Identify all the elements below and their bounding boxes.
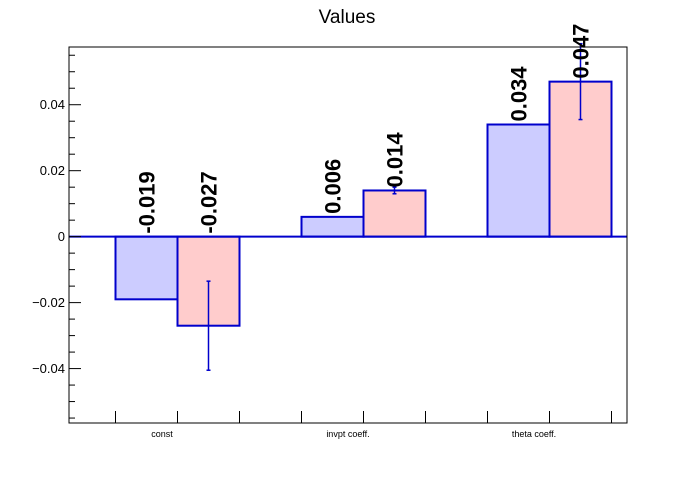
y-tick-label: −0.02 <box>32 295 65 310</box>
data-label: 0.034 <box>507 66 532 122</box>
data-label: -0.019 <box>135 171 160 233</box>
x-tick-label: const <box>151 429 173 439</box>
y-tick-label: 0.04 <box>40 97 65 112</box>
plot-frame <box>68 46 628 424</box>
data-label: 0.006 <box>321 159 346 214</box>
data-label: 0.047 <box>569 24 594 79</box>
data-label: 0.014 <box>383 132 408 188</box>
bar <box>486 123 551 238</box>
chart-title: Values <box>319 7 376 28</box>
data-label: -0.027 <box>197 171 222 233</box>
x-tick-label: invpt coeff. <box>326 429 369 439</box>
y-tick-label: 0 <box>58 229 65 244</box>
bar <box>300 215 365 238</box>
y-tick-label: 0.02 <box>40 163 65 178</box>
x-tick-label: theta coeff. <box>512 429 556 439</box>
y-tick-label: −0.04 <box>32 361 65 376</box>
bar <box>114 235 179 301</box>
value-labels-layer: -0.019 -0.027 0.006 0.014 0.034 0.047 <box>135 24 594 234</box>
axes-layer: const invpt coeff. theta coeff. 0.04 0.02 0 −0… <box>32 46 628 439</box>
bar <box>362 189 427 238</box>
